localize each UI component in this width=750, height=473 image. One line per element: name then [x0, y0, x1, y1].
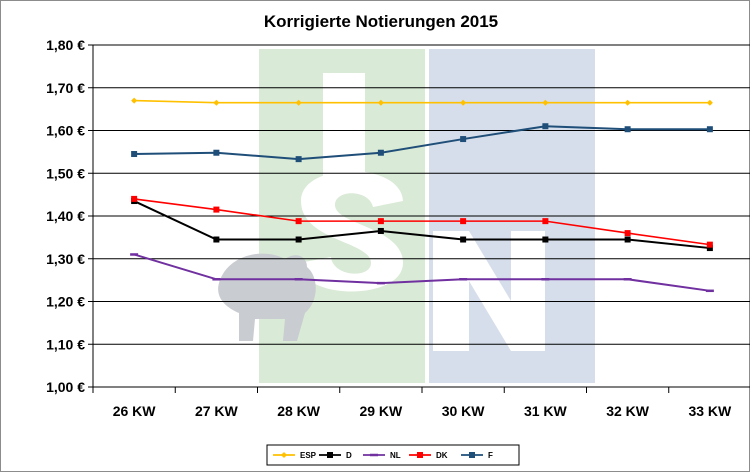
- x-tick-label: 32 KW: [606, 403, 650, 419]
- data-point: [327, 452, 333, 458]
- data-point: [213, 236, 220, 243]
- data-point: [624, 236, 631, 243]
- y-tick-label: 1,70 €: [46, 80, 85, 96]
- gridlines: [88, 44, 750, 388]
- x-tick-labels: 26 KW 27 KW 28 KW 29 KW 30 KW 31 KW 32 KW 33 KW: [113, 403, 732, 419]
- chart-title: Korrigierte Notierungen 2015: [264, 12, 498, 31]
- y-tick-label: 1,80 €: [46, 37, 85, 53]
- data-point: [295, 218, 302, 225]
- legend-label: ESP: [300, 451, 317, 460]
- data-point: [460, 99, 467, 106]
- data-point: [624, 230, 631, 237]
- data-point: [542, 218, 549, 225]
- data-point: [542, 123, 549, 130]
- x-tick-label: 33 KW: [688, 403, 732, 419]
- data-point: [295, 236, 302, 243]
- data-point: [460, 236, 467, 243]
- legend: ESP D NL DK F: [266, 444, 520, 466]
- legend-entry-nl: NL: [363, 451, 401, 460]
- series-line: [133, 200, 710, 250]
- data-point: [131, 195, 138, 202]
- x-tick-label: 28 KW: [277, 403, 321, 419]
- data-point: [213, 206, 220, 213]
- series-line: [134, 198, 710, 246]
- legend-label: F: [488, 451, 493, 460]
- series-nl: [130, 253, 714, 293]
- series-f: [131, 123, 713, 163]
- series-line: [133, 253, 711, 292]
- data-point: [377, 218, 384, 225]
- data-point: [377, 227, 384, 234]
- x-tick-label: 26 KW: [113, 403, 157, 419]
- data-point: [281, 452, 287, 458]
- data-point: [295, 99, 302, 106]
- data-point: [213, 149, 220, 156]
- data-point: [706, 241, 713, 248]
- series-dk: [131, 195, 713, 248]
- y-tick-label: 1,00 €: [46, 379, 85, 395]
- legend-label: D: [346, 451, 352, 460]
- data-point: [706, 126, 713, 133]
- series-line: [134, 125, 710, 161]
- data-point: [460, 136, 467, 143]
- y-tick-labels: 1,00 € 1,10 € 1,20 € 1,30 € 1,40 € 1,50 € 1,60…: [46, 37, 85, 395]
- data-point: [542, 99, 549, 106]
- data-point: [131, 97, 138, 104]
- series-line: [134, 99, 710, 104]
- x-tick-label: 30 KW: [442, 403, 486, 419]
- series-esp: [131, 97, 713, 106]
- x-tick-label: 31 KW: [524, 403, 568, 419]
- data-point: [377, 149, 384, 156]
- legend-box: [266, 444, 520, 466]
- y-tick-label: 1,10 €: [46, 336, 85, 352]
- legend-entry-f: F: [461, 451, 493, 460]
- x-tick-label: 29 KW: [359, 403, 403, 419]
- y-tick-label: 1,30 €: [46, 251, 85, 267]
- data-point: [542, 236, 549, 243]
- legend-entry-dk: DK: [409, 451, 448, 460]
- data-point: [706, 99, 713, 106]
- data-point: [377, 99, 384, 106]
- data-point: [624, 99, 631, 106]
- data-point: [460, 218, 467, 225]
- data-point: [417, 452, 423, 458]
- y-tick-label: 1,60 €: [46, 123, 85, 139]
- y-tick-label: 1,20 €: [46, 294, 85, 310]
- data-point: [295, 156, 302, 163]
- data-point: [624, 126, 631, 133]
- data-point: [213, 99, 220, 106]
- y-tick-label: 1,50 €: [46, 165, 85, 181]
- legend-entry-esp: ESP: [273, 451, 317, 460]
- data-point: [131, 151, 138, 158]
- x-tick-label: 27 KW: [195, 403, 239, 419]
- axes: [92, 45, 750, 393]
- legend-label: NL: [390, 451, 401, 460]
- y-tick-label: 1,40 €: [46, 208, 85, 224]
- data-point: [469, 452, 475, 458]
- legend-entry-d: D: [319, 451, 352, 460]
- legend-label: DK: [436, 451, 448, 460]
- data-point: [706, 245, 713, 252]
- series-lines: [130, 97, 714, 293]
